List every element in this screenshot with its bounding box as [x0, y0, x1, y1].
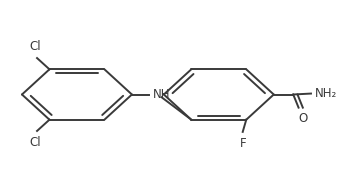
Text: F: F	[239, 137, 246, 149]
Text: Cl: Cl	[30, 40, 41, 53]
Text: Cl: Cl	[30, 136, 41, 149]
Text: NH: NH	[153, 88, 171, 101]
Text: NH₂: NH₂	[314, 87, 337, 100]
Text: O: O	[298, 112, 308, 125]
